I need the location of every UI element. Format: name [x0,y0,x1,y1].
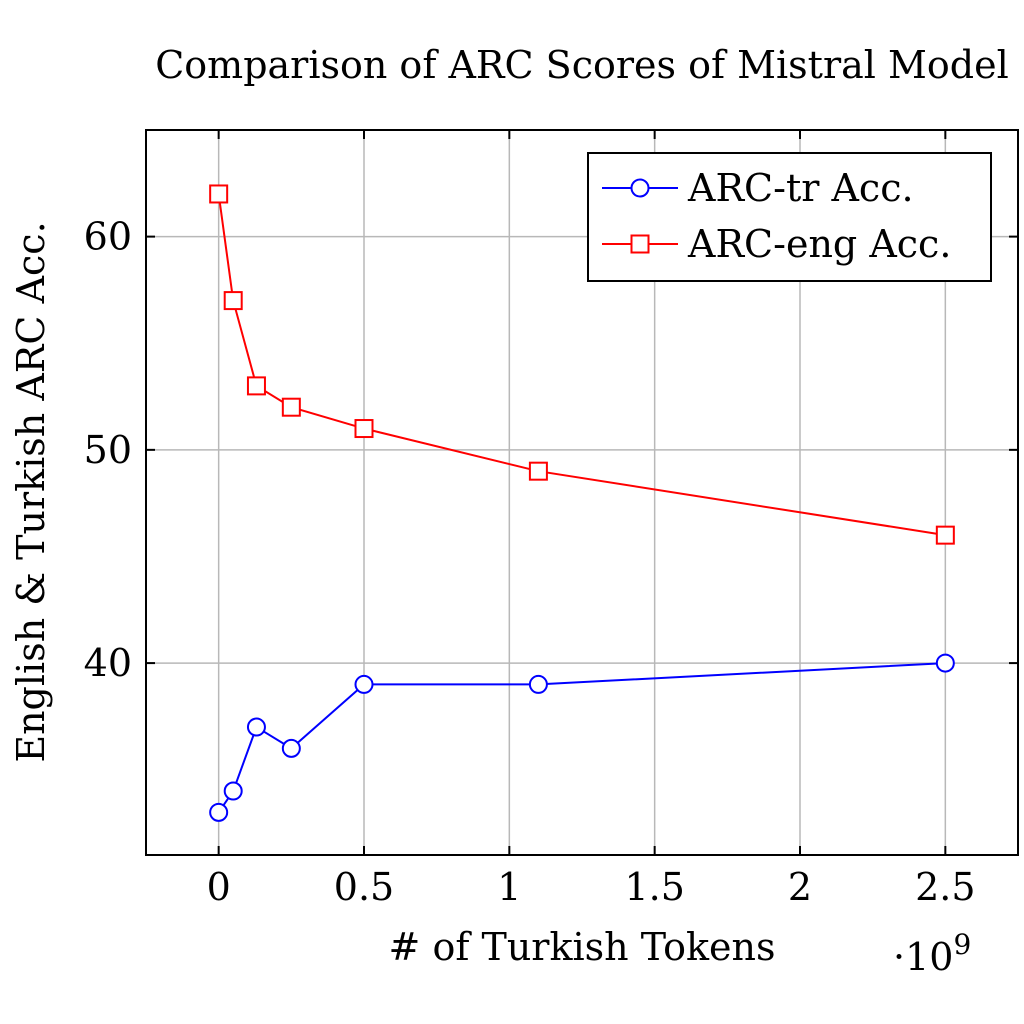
arc-tr-data-point [354,674,374,694]
arc-eng-data-point [528,461,548,481]
x-axis-multiplier-base: ·10 [893,935,953,979]
arc-eng-data-point [281,397,301,417]
legend-marker-arc-eng [630,234,650,254]
y-axis-ticks: 40 50 60 [84,215,1018,685]
x-tick-label: 1 [497,865,521,909]
x-tick-label: 1.5 [624,865,684,909]
x-tick-label: 0.5 [334,865,394,909]
x-tick-label: 2.5 [915,865,975,909]
arc-tr-data-point [246,717,266,737]
arc-eng-data-point [354,419,374,439]
arc-eng-data-point [209,184,229,204]
x-tick-label: 2 [788,865,812,909]
x-tick-label: 0 [207,865,231,909]
y-tick-label: 40 [84,641,132,685]
arc-eng-data-point [935,525,955,545]
arc-tr-data-point [209,802,229,822]
legend-label-arc-tr: ARC-tr Acc. [687,166,914,210]
y-tick-label: 60 [84,215,132,259]
x-axis-ticks: 0 0.5 1 1.5 2 2.5 [207,130,976,909]
y-tick-label: 50 [84,428,132,472]
arc-tr-data-point [528,674,548,694]
arc-eng-data-point [246,376,266,396]
legend-box [587,152,992,282]
chart-title: Comparison of ARC Scores of Mistral Mode… [155,43,1009,87]
legend-marker-arc-tr [630,178,650,198]
y-axis-label: English & Turkish ARC Acc. [9,221,53,762]
arc-tr-data-point [281,738,301,758]
arc-tr-data-point [935,653,955,673]
legend-label-arc-eng: ARC-eng Acc. [687,222,951,266]
x-axis-multiplier-exponent: 9 [953,928,971,961]
plot-frame [145,129,1019,856]
arc-tr-series-line [217,662,946,813]
x-axis-multiplier: ·109 [893,928,971,979]
x-axis-label: # of Turkish Tokens [389,925,776,969]
arc-tr-data-point [223,781,243,801]
arc-eng-data-point [223,291,243,311]
series-layer [209,184,955,822]
legend: ARC-tr Acc. ARC-eng Acc. [587,152,992,282]
